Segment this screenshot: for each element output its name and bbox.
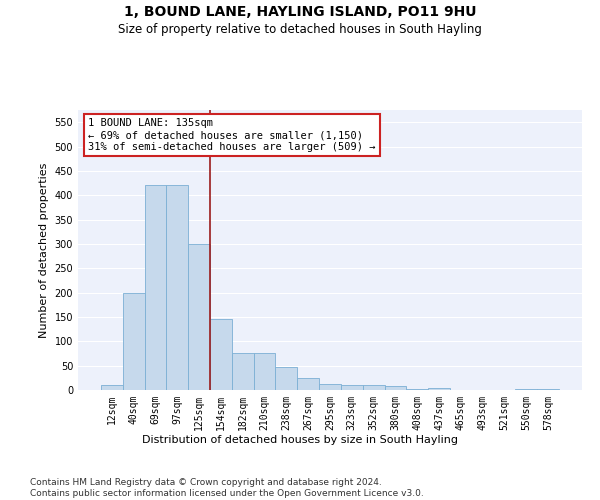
Bar: [341, 385, 363, 390]
Text: Contains HM Land Registry data © Crown copyright and database right 2024.
Contai: Contains HM Land Registry data © Crown c…: [30, 478, 424, 498]
Bar: [428, 388, 450, 390]
Bar: [385, 386, 406, 390]
Bar: [515, 388, 537, 390]
Bar: [297, 378, 319, 390]
Bar: [363, 385, 385, 390]
Bar: [319, 384, 341, 390]
Bar: [406, 388, 428, 390]
Bar: [166, 186, 188, 390]
Text: Distribution of detached houses by size in South Hayling: Distribution of detached houses by size …: [142, 435, 458, 445]
Bar: [254, 354, 275, 390]
Bar: [101, 385, 123, 390]
Text: 1, BOUND LANE, HAYLING ISLAND, PO11 9HU: 1, BOUND LANE, HAYLING ISLAND, PO11 9HU: [124, 5, 476, 19]
Bar: [275, 366, 297, 390]
Bar: [123, 292, 145, 390]
Text: 1 BOUND LANE: 135sqm
← 69% of detached houses are smaller (1,150)
31% of semi-de: 1 BOUND LANE: 135sqm ← 69% of detached h…: [88, 118, 376, 152]
Bar: [188, 244, 210, 390]
Bar: [145, 186, 166, 390]
Text: Size of property relative to detached houses in South Hayling: Size of property relative to detached ho…: [118, 22, 482, 36]
Y-axis label: Number of detached properties: Number of detached properties: [39, 162, 49, 338]
Bar: [210, 320, 232, 390]
Bar: [537, 388, 559, 390]
Bar: [232, 354, 254, 390]
